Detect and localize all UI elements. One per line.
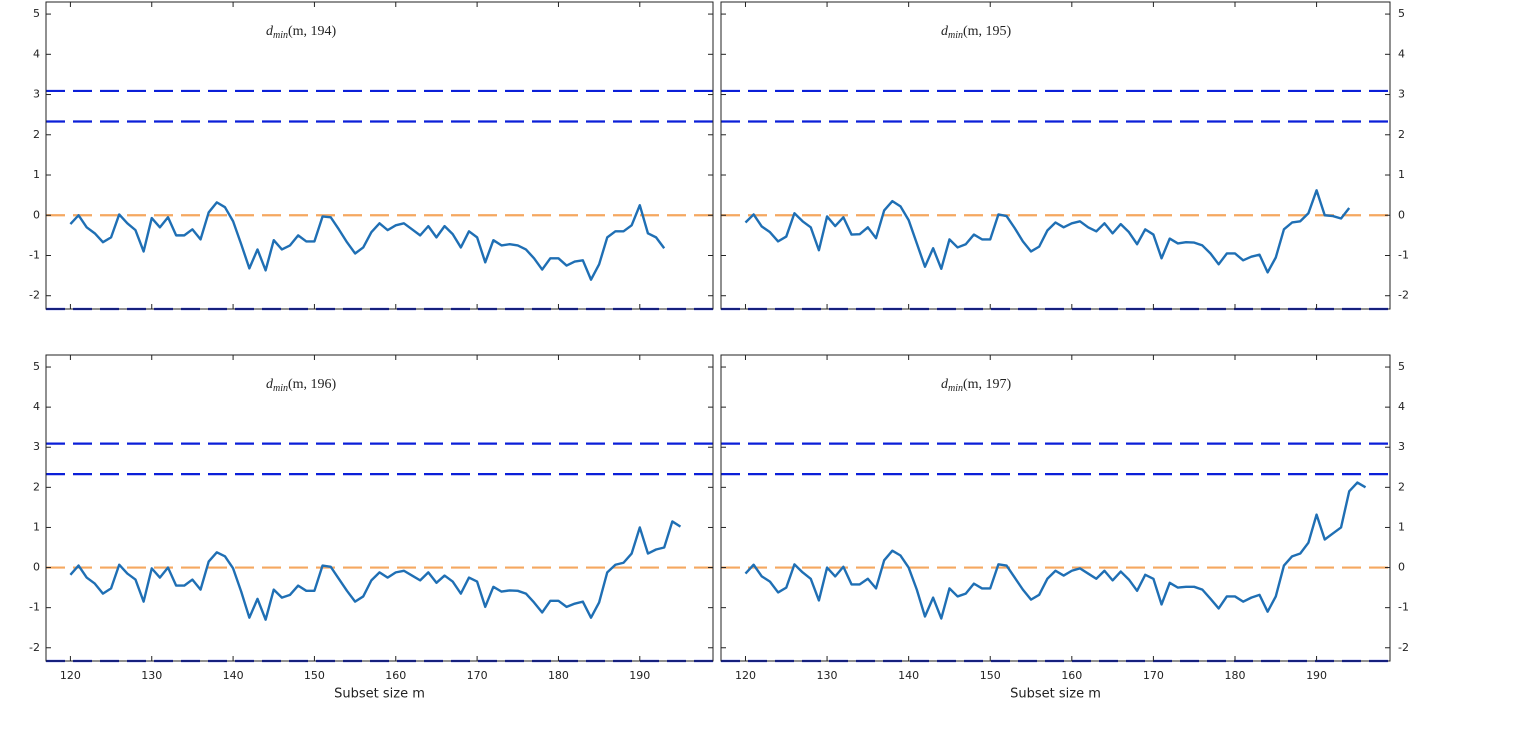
x-tick-label: 130 [817,669,838,682]
x-tick-label: 150 [304,669,325,682]
plot-frame [45,1,714,310]
x-tick-label: 190 [629,669,650,682]
y-tick-label: 0 [1398,208,1405,221]
y-tick-label: 2 [33,128,40,141]
x-tick-label: 120 [735,669,756,682]
x-tick-label: 160 [385,669,406,682]
data-line [744,481,1367,620]
x-tick-label: 140 [898,669,919,682]
panel-title: dmin(m, 194) [266,24,337,41]
x-tick-label: 150 [980,669,1001,682]
x-tick-label: 140 [223,669,244,682]
y-tick-label: 3 [1398,88,1405,101]
y-tick-label: 2 [33,480,40,493]
y-tick-label: -2 [29,641,40,654]
y-tick-label: 5 [1398,7,1405,20]
y-tick-label: -1 [1398,601,1409,614]
x-tick-label: 180 [548,669,569,682]
y-tick-label: 1 [33,520,40,533]
x-axis-label: Subset size m [334,687,425,702]
title-args: (m, 196) [288,377,337,392]
x-tick-label: 130 [141,669,162,682]
title-args: (m, 197) [963,377,1012,392]
y-tick-label: 4 [33,400,40,413]
y-tick-label: -2 [1398,641,1409,654]
panel-title: dmin(m, 197) [941,377,1012,394]
x-tick-label: 170 [1143,669,1164,682]
y-tick-label: 0 [33,208,40,221]
data-line [744,189,1351,274]
y-tick-label: -2 [1398,289,1409,302]
y-tick-label: -1 [29,601,40,614]
plot-frame [720,354,1391,662]
x-tick-label: 170 [467,669,488,682]
title-subscript: min [948,383,963,394]
title-args: (m, 194) [288,24,337,39]
data-line [69,520,682,621]
title-subscript: min [273,383,288,394]
data-line [69,201,666,281]
title-symbol: d [266,377,274,392]
y-tick-label: -1 [1398,248,1409,261]
y-tick-label: 5 [33,360,40,373]
title-symbol: d [941,377,949,392]
plot-frame [720,1,1391,310]
plot-frame [45,354,714,662]
y-tick-label: 4 [1398,47,1405,60]
y-tick-label: 5 [33,7,40,20]
y-tick-label: 0 [1398,561,1405,574]
y-tick-label: 5 [1398,360,1405,373]
title-symbol: d [266,24,274,39]
y-tick-label: 4 [33,47,40,60]
y-tick-label: 2 [1398,128,1405,141]
y-tick-label: 3 [33,440,40,453]
x-tick-label: 190 [1306,669,1327,682]
title-args: (m, 195) [963,24,1012,39]
x-axis-label: Subset size m [1010,687,1101,702]
title-subscript: min [948,30,963,41]
x-tick-label: 120 [60,669,81,682]
y-tick-label: 1 [1398,168,1405,181]
y-tick-label: -1 [29,248,40,261]
y-tick-label: 3 [1398,440,1405,453]
y-tick-label: 2 [1398,480,1405,493]
panel-title: dmin(m, 195) [941,24,1012,41]
title-symbol: d [941,24,949,39]
y-tick-label: 1 [33,168,40,181]
title-subscript: min [273,30,288,41]
x-tick-label: 160 [1061,669,1082,682]
y-tick-label: 0 [33,561,40,574]
y-tick-label: 1 [1398,520,1405,533]
y-tick-label: 4 [1398,400,1405,413]
y-tick-label: 3 [33,88,40,101]
y-tick-label: -2 [29,289,40,302]
panel-title: dmin(m, 196) [266,377,337,394]
x-tick-label: 180 [1224,669,1245,682]
